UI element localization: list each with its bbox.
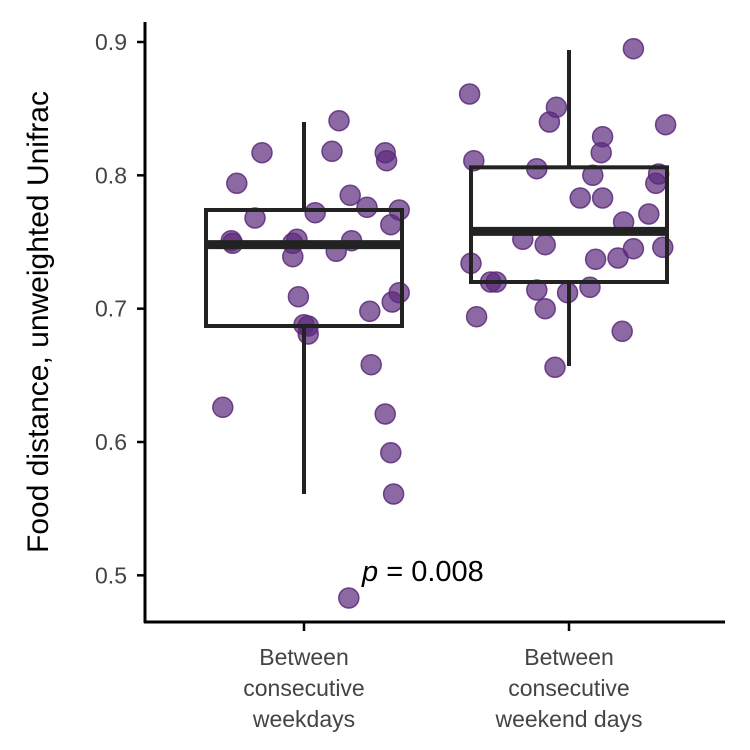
- data-point: [622, 37, 645, 60]
- data-point: [359, 300, 381, 323]
- x-tick-label-line: consecutive: [243, 675, 364, 701]
- ticks-layer: 0.5 0.6 0.7 0.8 0.9 Between consecutive weekday…: [95, 29, 643, 732]
- data-point: [545, 96, 568, 119]
- data-point: [654, 113, 677, 136]
- data-point: [591, 187, 614, 209]
- x-tick-label: Between consecutive weekend days: [494, 644, 642, 732]
- data-point: [544, 356, 566, 379]
- y-tick-label: 0.7: [95, 296, 127, 322]
- data-point: [226, 172, 248, 195]
- box-iqr: [469, 165, 669, 284]
- data-point: [251, 141, 273, 164]
- x-tick-label-line: Between: [524, 644, 614, 670]
- y-tick-label: 0.6: [95, 429, 127, 455]
- x-tick-label-line: weekend days: [494, 706, 642, 732]
- data-point: [338, 587, 360, 609]
- data-point: [607, 247, 629, 269]
- x-tick-label-line: weekdays: [252, 706, 355, 732]
- p-value-annotation: p = 0.008: [361, 556, 484, 588]
- data-point: [582, 164, 604, 187]
- x-tick-label-line: Between: [259, 644, 349, 670]
- p-value-text: = 0.008: [378, 556, 484, 588]
- data-point: [339, 184, 361, 207]
- axes-layer: [143, 22, 725, 624]
- data-point: [534, 297, 556, 320]
- data-point: [212, 396, 234, 419]
- data-point: [652, 236, 674, 259]
- boxes-layer: [204, 50, 669, 494]
- data-point: [465, 305, 488, 328]
- box-iqr: [204, 208, 404, 328]
- data-point: [375, 149, 398, 172]
- data-point: [356, 196, 378, 219]
- data-point: [282, 245, 304, 268]
- y-tick-label: 0.9: [95, 29, 127, 55]
- data-point: [328, 109, 350, 132]
- data-point: [287, 285, 310, 308]
- data-point: [611, 320, 633, 343]
- data-point: [590, 141, 612, 164]
- x-tick-label-line: consecutive: [508, 675, 629, 701]
- data-point: [458, 83, 481, 105]
- data-point: [360, 353, 382, 376]
- data-point: [622, 237, 645, 260]
- x-tick-label: Between consecutive weekdays: [243, 644, 364, 732]
- data-point: [380, 441, 402, 464]
- y-axis-title: Food distance, unweighted Unifrac: [22, 91, 55, 553]
- p-symbol: p: [361, 556, 378, 588]
- data-point: [304, 201, 326, 224]
- y-tick-label: 0.5: [95, 562, 127, 588]
- data-point: [534, 233, 556, 256]
- data-point: [374, 403, 396, 425]
- data-point: [321, 140, 343, 163]
- y-tick-label: 0.8: [95, 162, 127, 188]
- data-point: [381, 291, 403, 313]
- points-layer: [212, 37, 677, 609]
- data-point: [382, 483, 405, 505]
- data-point: [638, 203, 660, 225]
- data-point: [584, 248, 607, 271]
- data-point: [569, 187, 591, 209]
